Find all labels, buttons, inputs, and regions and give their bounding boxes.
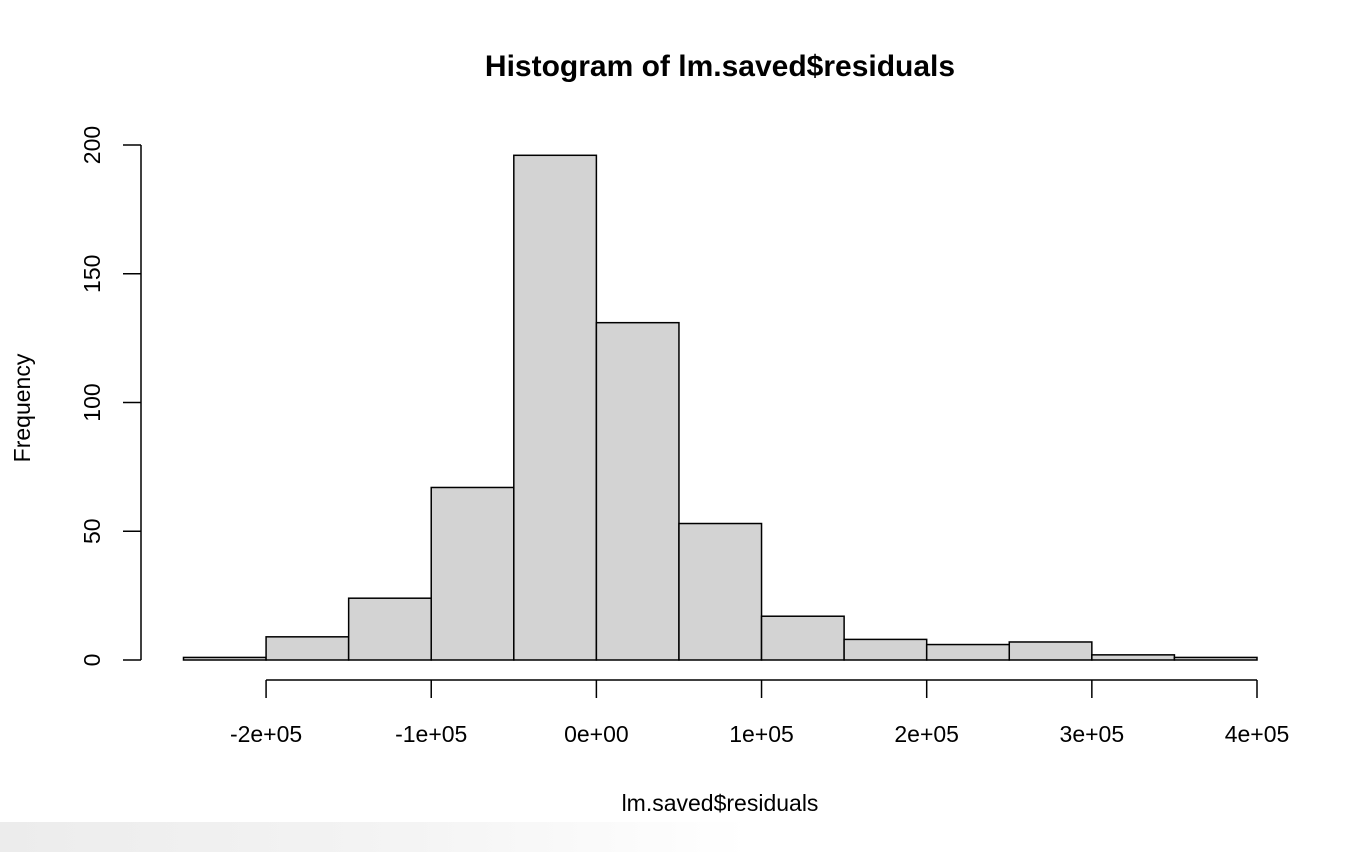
histogram-bar bbox=[1008, 641, 1093, 661]
y-tick-label: 150 bbox=[79, 255, 105, 293]
histogram-bar bbox=[430, 486, 515, 661]
histogram-bar bbox=[265, 636, 350, 661]
x-axis-label: lm.saved$residuals bbox=[622, 790, 819, 816]
x-tick-label: 3e+05 bbox=[1060, 721, 1125, 747]
x-tick-label: -1e+05 bbox=[395, 721, 467, 747]
y-axis: 0 50 100 150 200 bbox=[79, 126, 142, 667]
histogram-bar bbox=[1173, 656, 1258, 661]
x-tick-label: 2e+05 bbox=[894, 721, 959, 747]
bottom-fade bbox=[0, 822, 1360, 852]
histogram-bar bbox=[925, 643, 1011, 661]
histogram-bar bbox=[843, 638, 928, 661]
y-tick-label: 100 bbox=[79, 383, 105, 421]
histogram-bar bbox=[513, 154, 598, 661]
x-tick-label: 0e+00 bbox=[564, 721, 629, 747]
y-tick-label: 200 bbox=[79, 126, 105, 164]
histogram-bar bbox=[595, 321, 680, 661]
y-tick-label: 0 bbox=[79, 654, 105, 667]
x-axis: -2e+05 -1e+05 0e+00 1e+05 2e+05 3e+05 4e+05 bbox=[230, 679, 1290, 747]
y-tick-label: 50 bbox=[79, 518, 105, 544]
y-axis-label: Frequency bbox=[9, 353, 35, 462]
x-tick-label: 4e+05 bbox=[1225, 721, 1290, 747]
histogram-bar bbox=[182, 656, 267, 661]
histogram-bar bbox=[760, 615, 845, 661]
histogram-bar bbox=[347, 597, 432, 661]
histogram-bar bbox=[1091, 654, 1176, 661]
bars bbox=[182, 154, 1258, 661]
histogram-bar bbox=[678, 522, 763, 661]
chart-title: Histogram of lm.saved$residuals bbox=[485, 50, 955, 83]
x-tick-label: 1e+05 bbox=[729, 721, 794, 747]
x-tick-label: -2e+05 bbox=[230, 721, 302, 747]
